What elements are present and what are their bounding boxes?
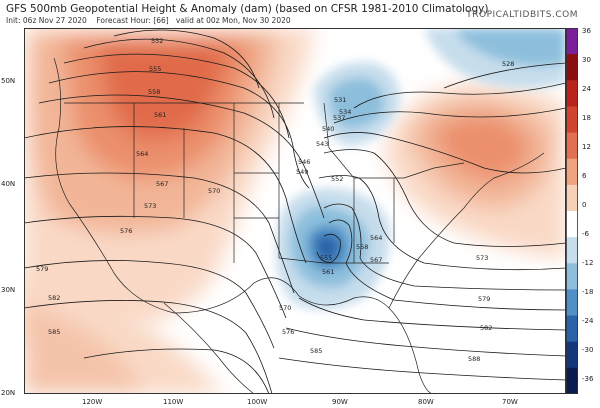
height-contours [24, 29, 566, 394]
colorbar-swatch [566, 263, 578, 290]
contour-label: 576 [120, 227, 132, 235]
colorbar-swatch [566, 106, 578, 134]
valid-time: valid at 00z Mon, Nov 30 2020 [175, 16, 291, 25]
colorbar-swatch [566, 367, 578, 395]
lon-label-70w: 70W [502, 398, 518, 406]
anomaly-map-svg: 552 555 558 561 564 567 570 573 576 579 … [24, 28, 566, 394]
colorbar-label: -36 [582, 375, 594, 383]
contour-label-group: 552 555 558 561 564 567 570 573 576 579 … [36, 37, 514, 363]
contour-label: 579 [478, 295, 490, 303]
colorbar-swatch [566, 54, 578, 81]
contour-label: 579 [36, 265, 48, 273]
contour-label: 567 [156, 180, 168, 188]
colorbar-label: 36 [582, 27, 591, 35]
map-frame [24, 28, 566, 394]
colorbar-swatch [566, 341, 578, 369]
contour-label: 567 [370, 256, 382, 264]
colorbar-swatch [566, 211, 578, 238]
contour-label: 558 [148, 88, 160, 96]
contour-label: 570 [208, 187, 220, 195]
brand-logo-text: TROPICALTIDBITS.COM [466, 10, 578, 20]
contour-label: 537 [333, 114, 345, 122]
colorbar-label: 6 [582, 172, 587, 180]
colorbar-swatch [566, 315, 578, 343]
colorbar-svg [566, 28, 578, 395]
colorbar-swatches [566, 28, 578, 395]
header: GFS 500mb Geopotential Height & Anomaly … [0, 0, 600, 28]
colorbar-swatch [566, 237, 578, 264]
colorbar-label: 18 [582, 114, 591, 122]
contour-label: 564 [136, 150, 148, 158]
lon-label-110w: 110W [163, 398, 184, 406]
contour-label: 573 [144, 202, 156, 210]
contour-label: 561 [322, 268, 334, 276]
colorbar-swatch [566, 184, 578, 212]
contour-label: 546 [298, 158, 310, 166]
map-area: 552 555 558 561 564 567 570 573 576 579 … [24, 28, 566, 394]
colorbar-swatch [566, 289, 578, 317]
colorbar-label: 24 [582, 85, 591, 93]
contour-label: 549 [296, 168, 308, 176]
contour-label: 528 [502, 60, 514, 68]
colorbar-swatch [566, 132, 578, 160]
colorbar-swatch [566, 158, 578, 186]
contour-label: 585 [48, 328, 60, 336]
cold-anomaly-north [314, 62, 400, 146]
contour-label: 564 [370, 234, 382, 242]
contour-label: 531 [334, 96, 346, 104]
warm-anomaly-southwest [24, 268, 224, 394]
lat-label-20n: 20N [1, 389, 16, 397]
contour-label: 585 [310, 347, 322, 355]
colorbar-label: 30 [582, 56, 591, 64]
contour-label: 582 [48, 294, 60, 302]
contour-label: 561 [154, 111, 166, 119]
contour-label: 588 [468, 355, 480, 363]
contour-label: 534 [339, 108, 351, 116]
contour-label: 552 [151, 37, 163, 45]
lat-label-30n: 30N [1, 286, 16, 294]
colorbar-label: -12 [582, 259, 594, 267]
colorbar-frame [566, 28, 578, 394]
contour-label: 540 [322, 125, 334, 133]
lon-label-90w: 90W [332, 398, 348, 406]
colorbar-label: -18 [582, 288, 594, 296]
colorbar-label: -30 [582, 346, 594, 354]
colorbar [566, 28, 578, 395]
coastlines-borders [53, 57, 545, 394]
forecast-hour: Forecast Hour: [66] [96, 16, 169, 25]
lon-label-120w: 120W [82, 398, 103, 406]
contour-label: 573 [476, 254, 488, 262]
colorbar-label: 0 [582, 201, 587, 209]
contour-label: 570 [279, 304, 291, 312]
colorbar-swatch [566, 28, 578, 55]
contour-label: 552 [331, 175, 343, 183]
contour-label: 555 [320, 254, 332, 262]
colorbar-label: -24 [582, 317, 594, 325]
contour-label: 543 [316, 140, 328, 148]
init-time: Init: 06z Nov 27 2020 [6, 16, 87, 25]
contour-label: 582 [480, 324, 492, 332]
contour-label: 558 [356, 243, 368, 251]
contour-label: 576 [282, 328, 294, 336]
colorbar-swatch [566, 80, 578, 107]
lat-label-40n: 40N [1, 180, 16, 188]
lon-label-100w: 100W [247, 398, 268, 406]
contour-label: 555 [149, 65, 161, 73]
map-title: GFS 500mb Geopotential Height & Anomaly … [6, 3, 489, 15]
lon-label-80w: 80W [418, 398, 434, 406]
map-subtitle: Init: 06z Nov 27 2020 Forecast Hour: [66… [6, 16, 291, 25]
lat-label-50n: 50N [1, 77, 16, 85]
cold-anomaly-northeast [424, 28, 566, 88]
colorbar-label: -6 [582, 230, 589, 238]
colorbar-label: 12 [582, 143, 591, 151]
